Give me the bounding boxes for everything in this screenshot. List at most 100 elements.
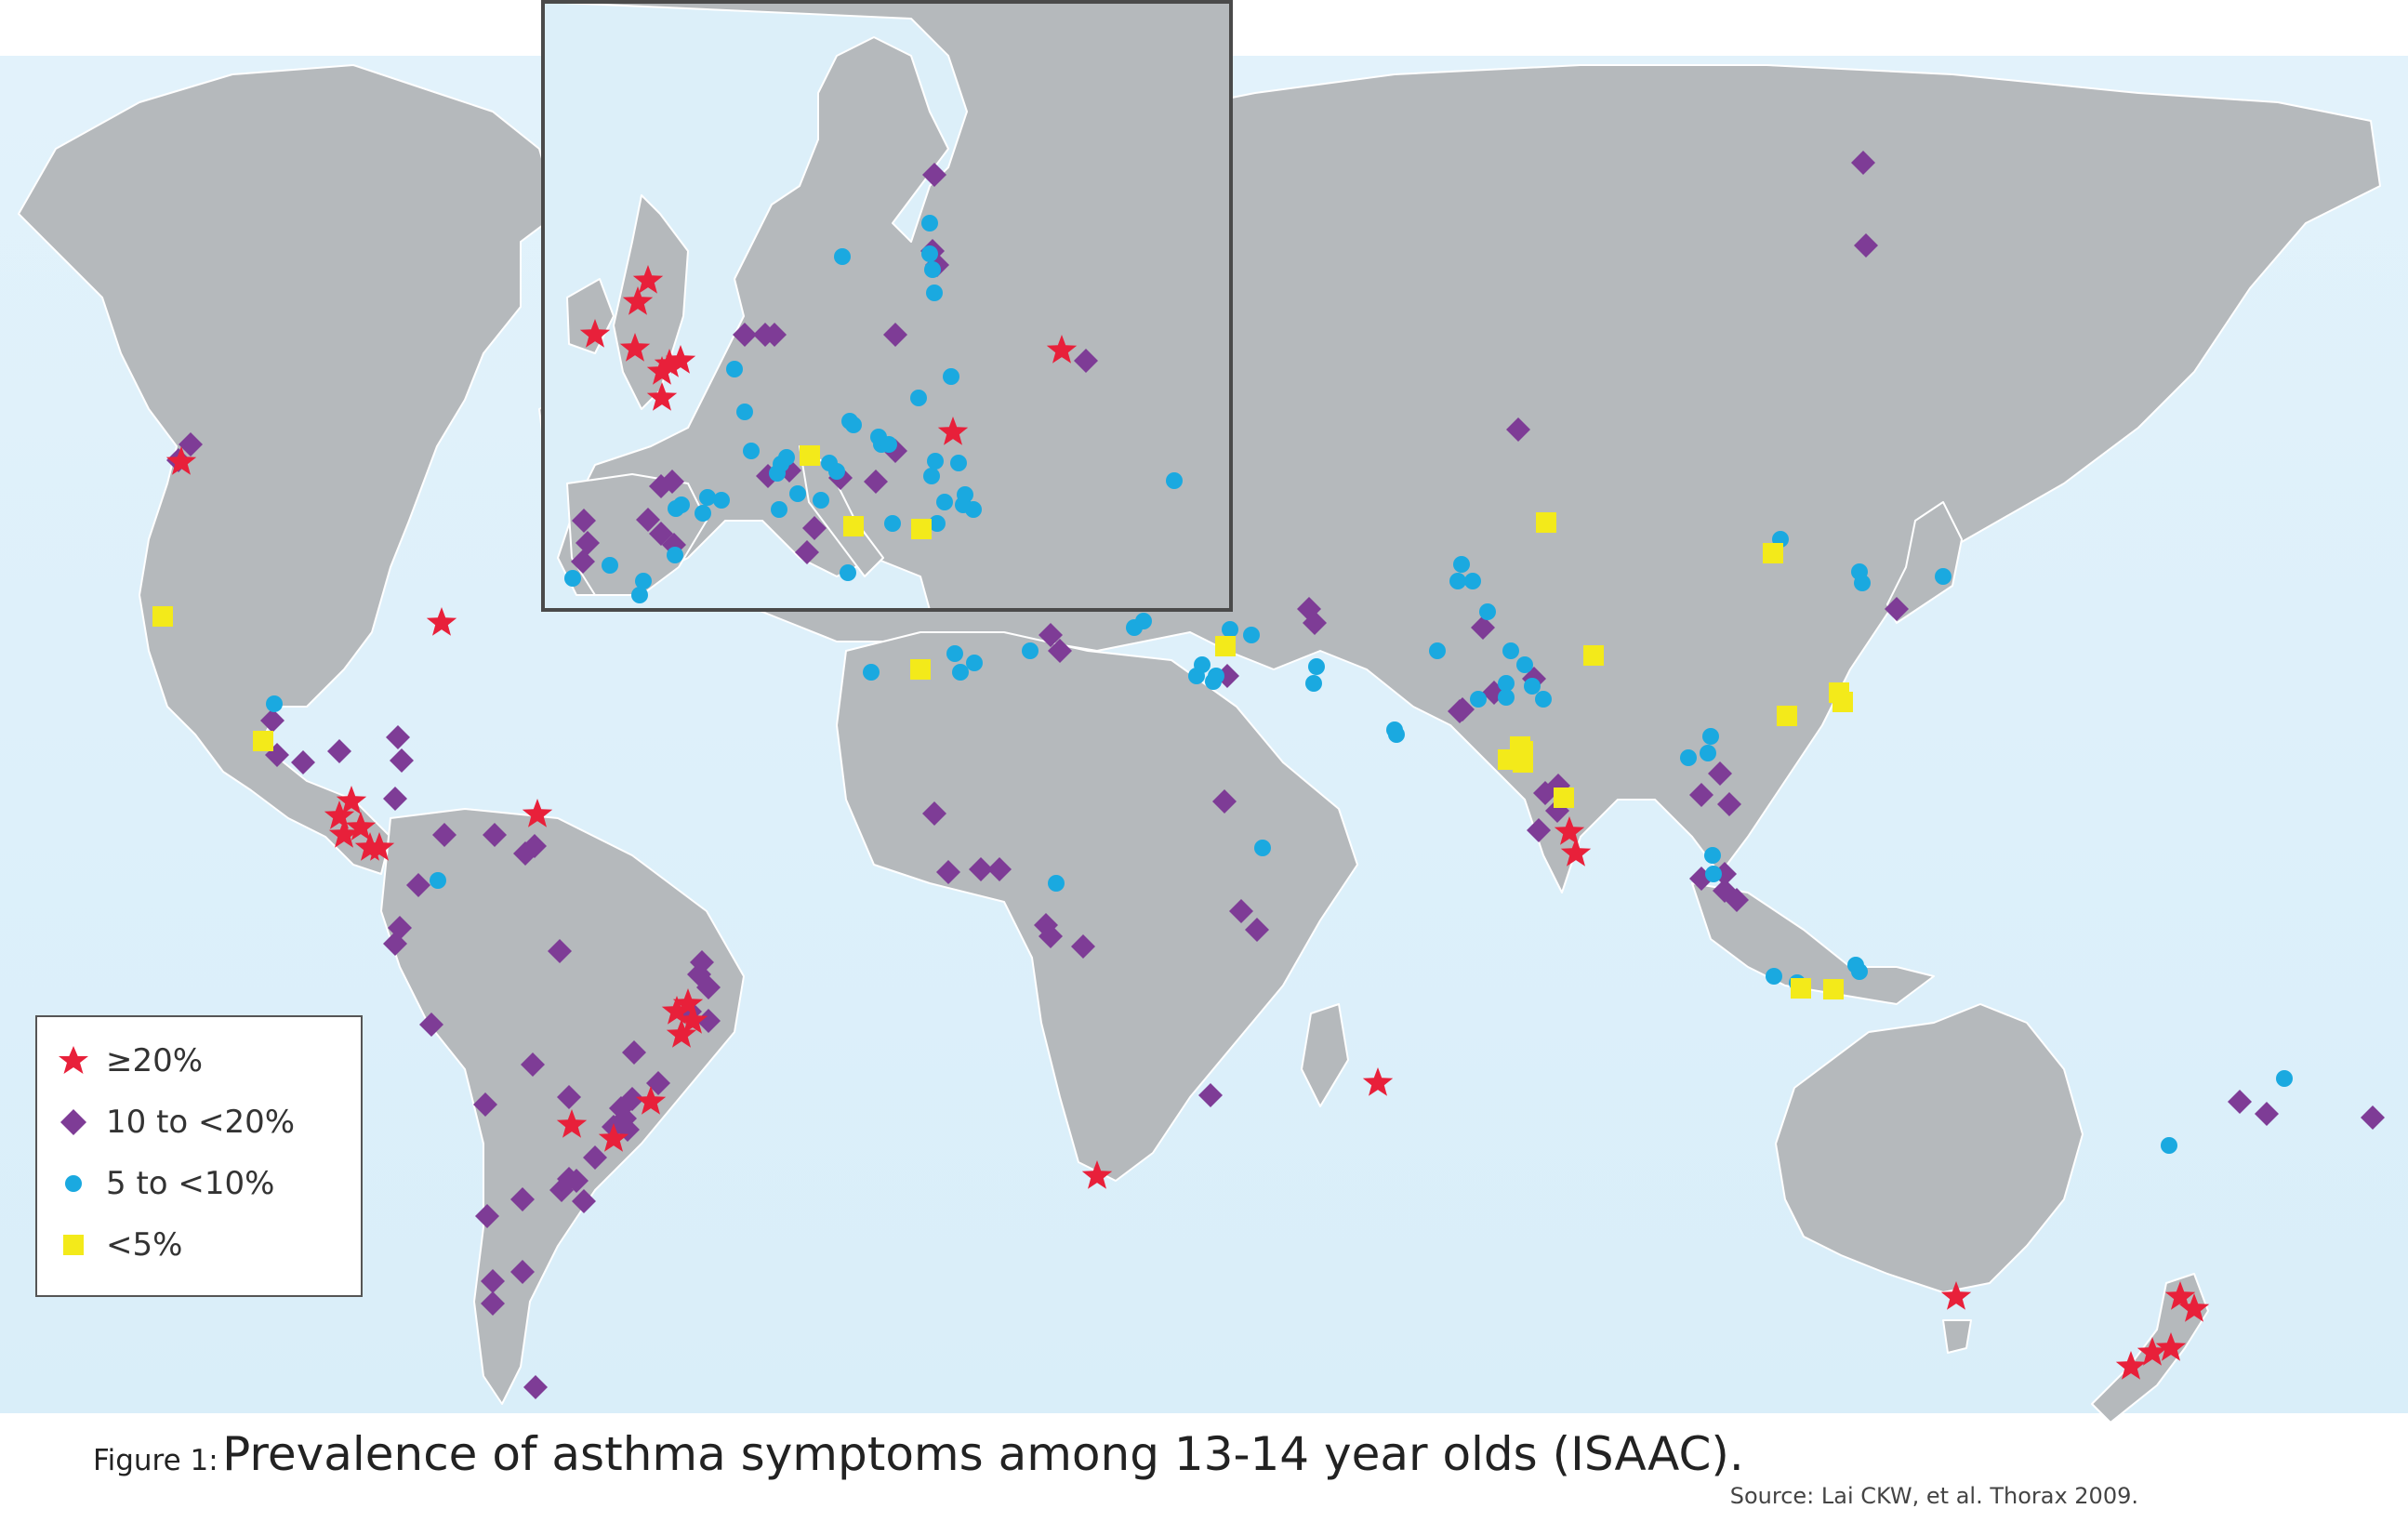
marker-10-to-20 (660, 470, 684, 494)
marker-5-to-10 (713, 492, 730, 509)
marker-10-to-20 (2361, 1105, 2385, 1130)
marker-under-5 (800, 445, 820, 466)
marker-10-to-20 (390, 748, 414, 773)
marker-5-to-10 (699, 489, 716, 506)
marker-under-5 (843, 516, 864, 536)
marker-5-to-10 (1166, 472, 1183, 489)
marker-5-to-10 (840, 564, 856, 581)
marker-5-to-10 (1935, 568, 1952, 585)
marker-10-to-20 (521, 1052, 545, 1077)
marker-10-to-20 (1717, 792, 1741, 816)
marker-5-to-10 (813, 492, 829, 509)
marker-5-to-10 (1188, 668, 1205, 684)
marker-5-to-10 (1498, 689, 1515, 706)
marker-5-to-10 (631, 587, 648, 603)
marker-10-to-20 (386, 725, 410, 749)
marker-10-to-20 (510, 1187, 535, 1211)
marker-20-plus (646, 382, 678, 411)
legend-label: ≥20% (106, 1042, 204, 1079)
marker-20-plus (1081, 1160, 1113, 1189)
marker-5-to-10 (845, 417, 862, 433)
marker-5-to-10 (943, 368, 959, 385)
marker-5-to-10 (1854, 575, 1871, 591)
marker-10-to-20 (475, 1204, 499, 1228)
marker-10-to-20 (1471, 615, 1495, 640)
marker-20-plus (2155, 1332, 2187, 1361)
marker-20-plus (1362, 1067, 1394, 1096)
marker-5-to-10 (1222, 621, 1238, 638)
marker-5-to-10 (1135, 613, 1152, 629)
marker-5-to-10 (923, 468, 940, 484)
marker-5-to-10 (2161, 1137, 2177, 1154)
marker-5-to-10 (1700, 745, 1716, 761)
marker-10-to-20 (557, 1085, 581, 1109)
marker-10-to-20 (1048, 639, 1072, 663)
legend-item-mid-low: 5 to <10% (58, 1160, 274, 1207)
square-icon (58, 1229, 89, 1261)
map-legend: ≥20% 10 to <20% 5 to <10% <5% (35, 1015, 363, 1297)
marker-5-to-10 (667, 547, 683, 563)
legend-item-mid-high: 10 to <20% (58, 1099, 295, 1145)
marker-10-to-20 (481, 1269, 505, 1293)
marker-10-to-20 (1506, 417, 1530, 442)
caption-prefix: Figure 1: (93, 1444, 218, 1477)
marker-20-plus (2137, 1337, 2168, 1366)
marker-20-plus (646, 356, 678, 385)
marker-5-to-10 (1388, 726, 1405, 743)
marker-20-plus (672, 988, 704, 1017)
marker-5-to-10 (266, 695, 283, 712)
marker-10-to-20 (481, 1291, 505, 1316)
north-america-landmass (18, 64, 559, 875)
south-america-landmass (380, 808, 745, 1405)
marker-5-to-10 (966, 655, 983, 671)
marker-5-to-10 (1048, 875, 1065, 892)
marker-5-to-10 (1847, 957, 1864, 973)
marker-10-to-20 (1854, 233, 1878, 258)
marker-10-to-20 (513, 841, 537, 866)
marker-10-to-20 (483, 823, 507, 847)
marker-20-plus (2178, 1293, 2210, 1322)
marker-20-plus (666, 1019, 697, 1048)
marker-5-to-10 (773, 456, 789, 472)
marker-under-5 (152, 606, 173, 627)
marker-10-to-20 (1212, 789, 1237, 814)
marker-20-plus (635, 1086, 667, 1115)
marker-20-plus (1940, 1281, 1972, 1310)
marker-10-to-20 (2255, 1102, 2279, 1126)
japan-landmass (1886, 501, 1963, 624)
marker-5-to-10 (946, 645, 963, 662)
marker-10-to-20 (922, 801, 946, 826)
marker-5-to-10 (1243, 627, 1260, 643)
marker-10-to-20 (883, 323, 907, 347)
marker-10-to-20 (696, 975, 721, 999)
marker-5-to-10 (952, 664, 969, 681)
marker-10-to-20 (1229, 899, 1253, 923)
marker-5-to-10 (1702, 728, 1719, 745)
marker-10-to-20 (1851, 151, 1875, 175)
marker-20-plus (426, 607, 457, 636)
marker-20-plus (364, 832, 395, 861)
marker-20-plus (345, 812, 377, 840)
marker-10-to-20 (636, 508, 660, 532)
marker-20-plus (328, 819, 360, 848)
marker-5-to-10 (863, 664, 880, 681)
marker-10-to-20 (733, 323, 757, 347)
marker-5-to-10 (1429, 642, 1446, 659)
marker-5-to-10 (924, 261, 941, 278)
marker-10-to-20 (383, 787, 407, 811)
marker-10-to-20 (572, 1189, 596, 1213)
marker-10-to-20 (2228, 1090, 2252, 1114)
marker-under-5 (910, 659, 931, 680)
marker-5-to-10 (1535, 691, 1552, 708)
marker-10-to-20 (696, 1009, 721, 1033)
marker-under-5 (1215, 636, 1236, 656)
marker-20-plus (165, 446, 197, 475)
marker-under-5 (1536, 512, 1556, 533)
marker-10-to-20 (802, 516, 827, 540)
marker-5-to-10 (929, 515, 946, 532)
marker-10-to-20 (922, 163, 946, 187)
marker-5-to-10 (1453, 556, 1470, 573)
marker-5-to-10 (1502, 642, 1519, 659)
marker-10-to-20 (795, 540, 819, 564)
marker-under-5 (1554, 787, 1574, 808)
